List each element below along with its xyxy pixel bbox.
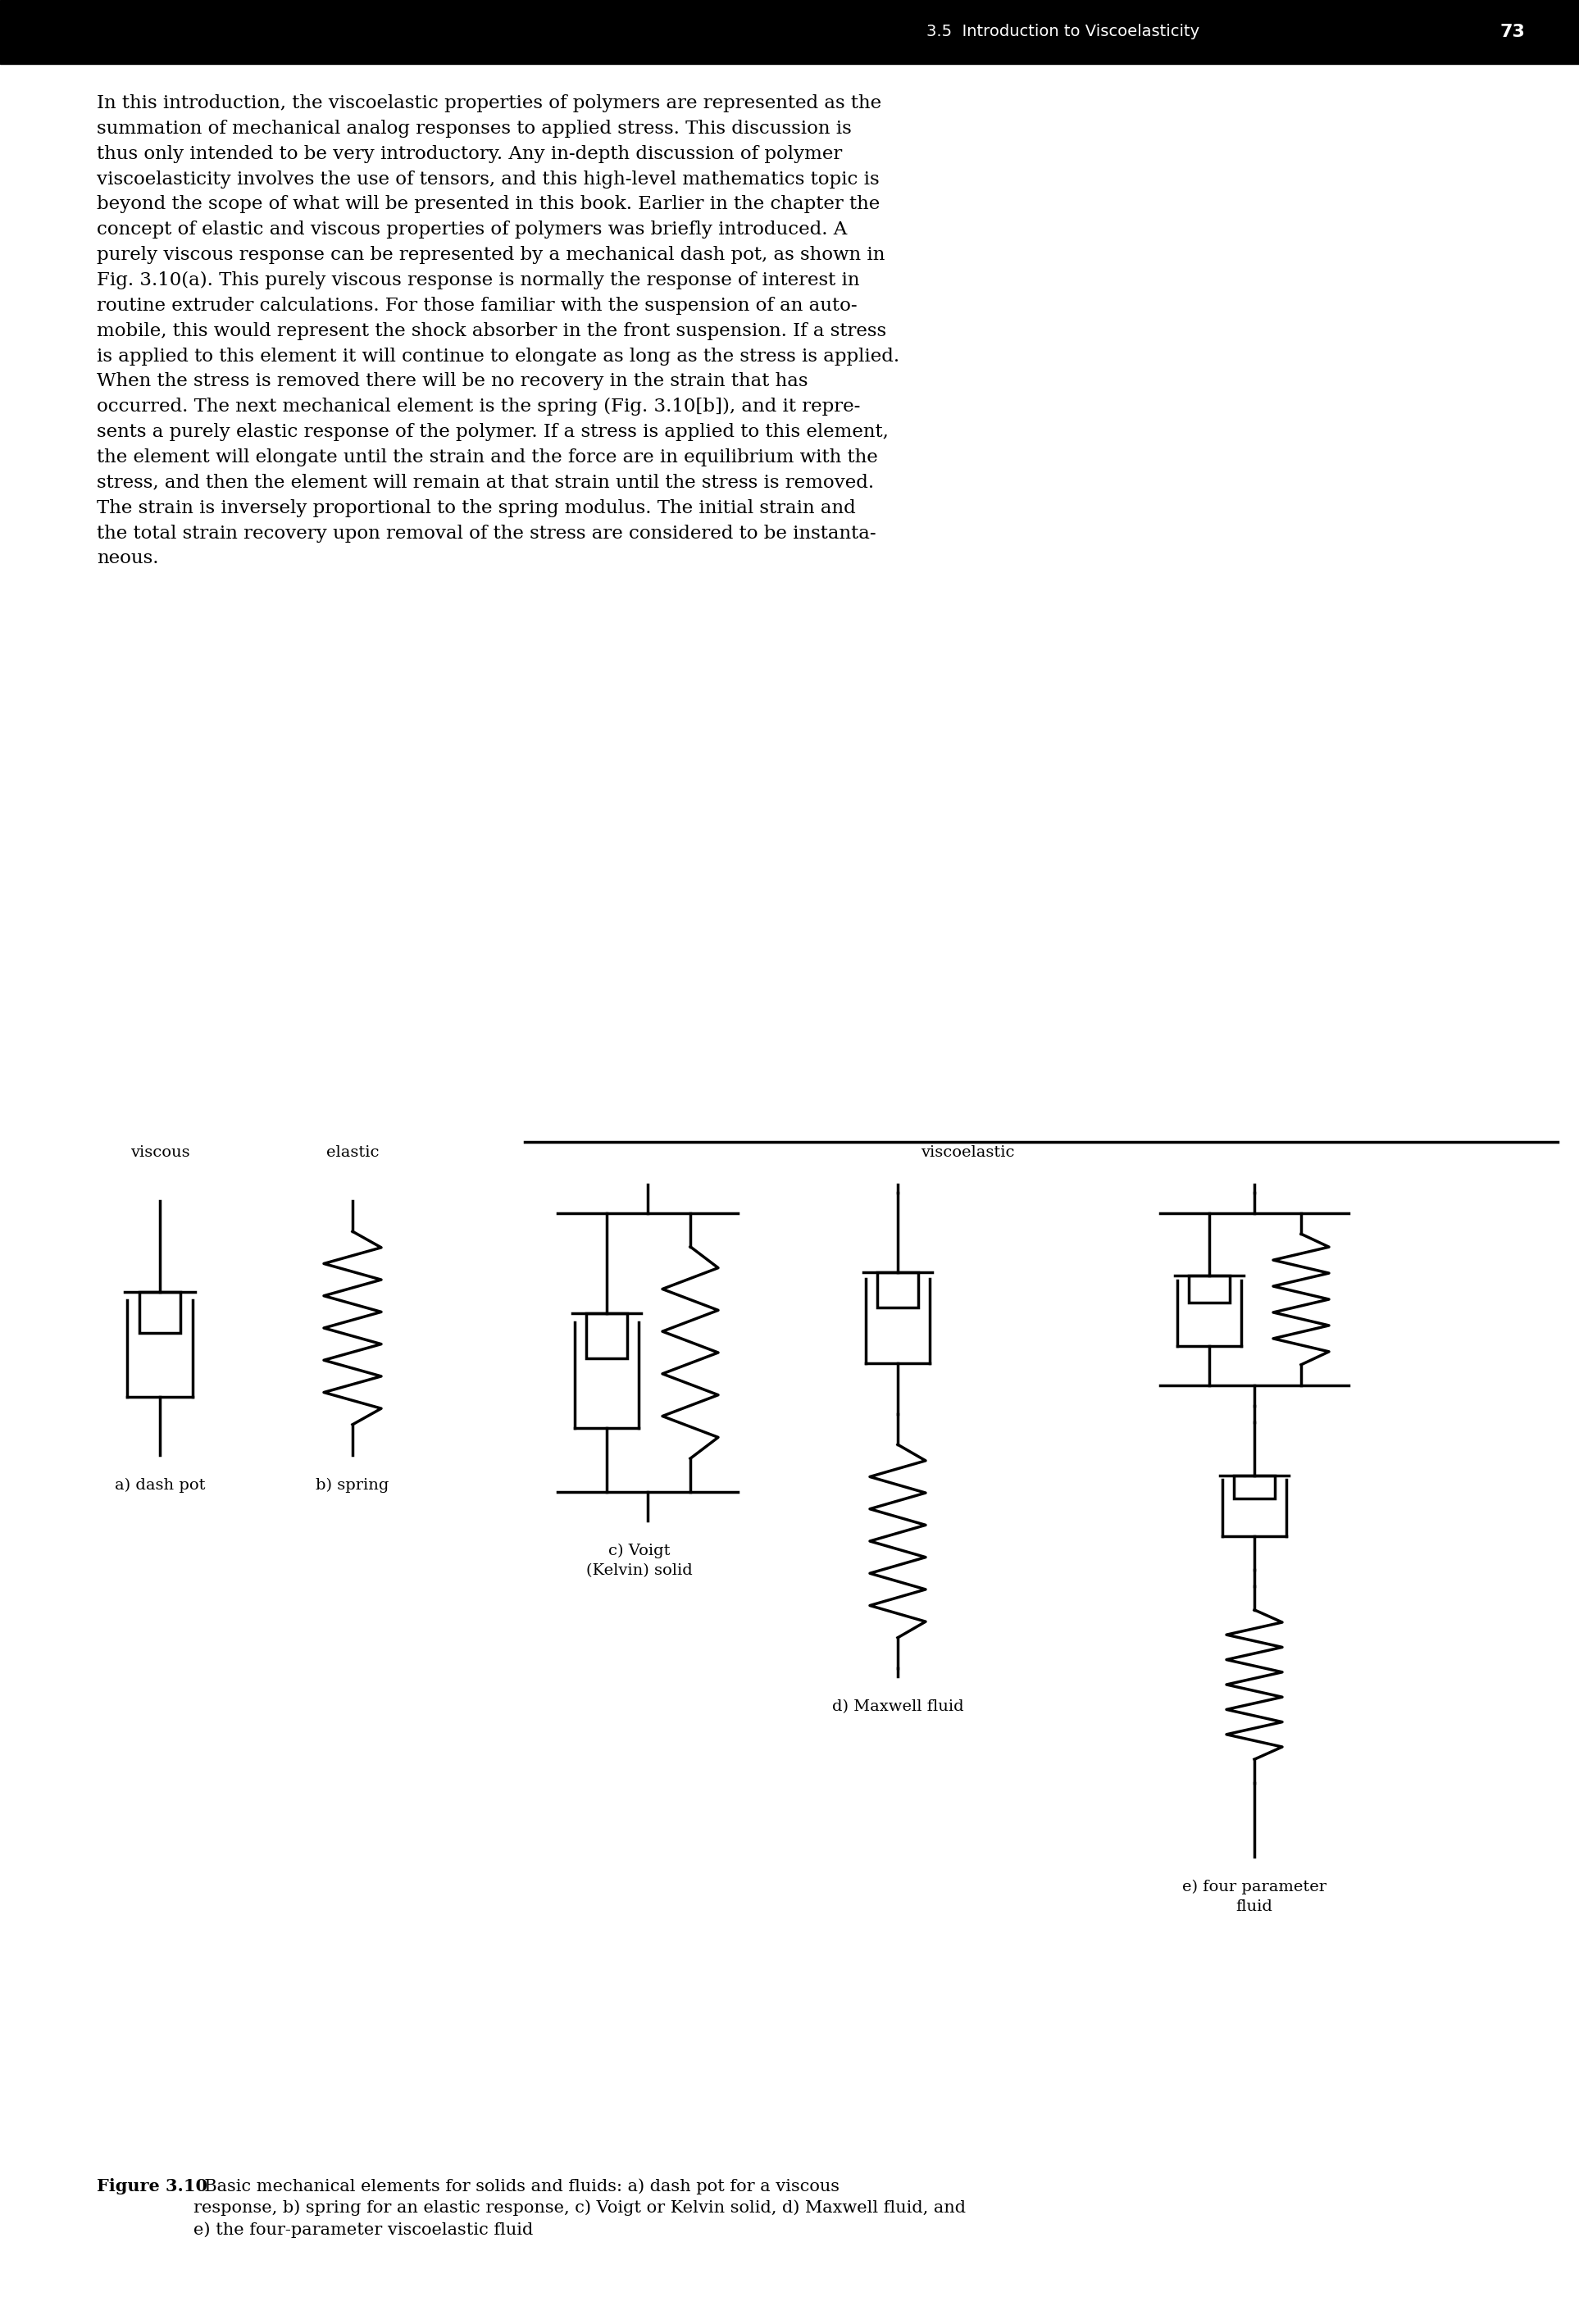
Text: e) four parameter
fluid: e) four parameter fluid <box>1183 1880 1326 1915</box>
Text: 73: 73 <box>1500 23 1525 40</box>
Text: c) Voigt
(Kelvin) solid: c) Voigt (Kelvin) solid <box>586 1543 693 1578</box>
Text: b) spring: b) spring <box>316 1478 388 1492</box>
Bar <box>586 1313 627 1357</box>
Bar <box>0 0 1579 65</box>
Text: elastic: elastic <box>327 1146 379 1160</box>
Text: d) Maxwell fluid: d) Maxwell fluid <box>832 1699 963 1715</box>
Text: a) dash pot: a) dash pot <box>115 1478 205 1492</box>
Text: 3.5  Introduction to Viscoelasticity: 3.5 Introduction to Viscoelasticity <box>927 23 1200 40</box>
Bar <box>139 1292 180 1334</box>
Text: viscous: viscous <box>129 1146 189 1160</box>
Text: Basic mechanical elements for solids and fluids: a) dash pot for a viscous
respo: Basic mechanical elements for solids and… <box>194 2178 966 2238</box>
Bar <box>1189 1276 1230 1304</box>
Text: In this introduction, the viscoelastic properties of polymers are represented as: In this introduction, the viscoelastic p… <box>96 95 900 567</box>
Text: viscoelastic: viscoelastic <box>921 1146 1014 1160</box>
Text: Figure 3.10: Figure 3.10 <box>96 2178 207 2194</box>
Bar <box>878 1271 917 1308</box>
Bar <box>1235 1476 1274 1499</box>
